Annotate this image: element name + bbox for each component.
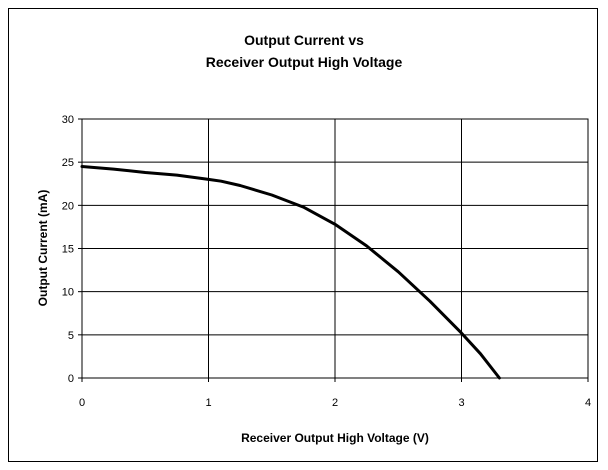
x-tick-label: 3 [458, 397, 464, 409]
y-tick-label: 25 [62, 157, 74, 169]
x-tick-label: 0 [79, 397, 85, 409]
x-axis-label: Receiver Output High Voltage (V) [241, 431, 429, 445]
series-line [80, 165, 501, 380]
x-tick-label: 1 [205, 397, 211, 409]
chart-frame [8, 8, 598, 462]
tick-labels: 0 5 10 15 20 25 30 0 1 2 3 4 [62, 114, 591, 409]
data-series [80, 165, 501, 380]
chart-title: Output Current vs [244, 32, 364, 48]
y-tick-label: 30 [62, 114, 74, 126]
y-tick-label: 10 [62, 287, 74, 299]
chart-subtitle: Receiver Output High Voltage [205, 54, 403, 70]
y-tick-label: 20 [62, 200, 74, 212]
y-tick-label: 0 [68, 373, 74, 385]
y-tick-label: 5 [68, 330, 74, 342]
y-axis-label: Output Current (mA) [36, 190, 50, 307]
y-tick-label: 15 [62, 244, 74, 256]
x-tick-label: 2 [332, 397, 338, 409]
x-tick-label: 4 [585, 397, 591, 409]
grid-lines [82, 119, 588, 378]
